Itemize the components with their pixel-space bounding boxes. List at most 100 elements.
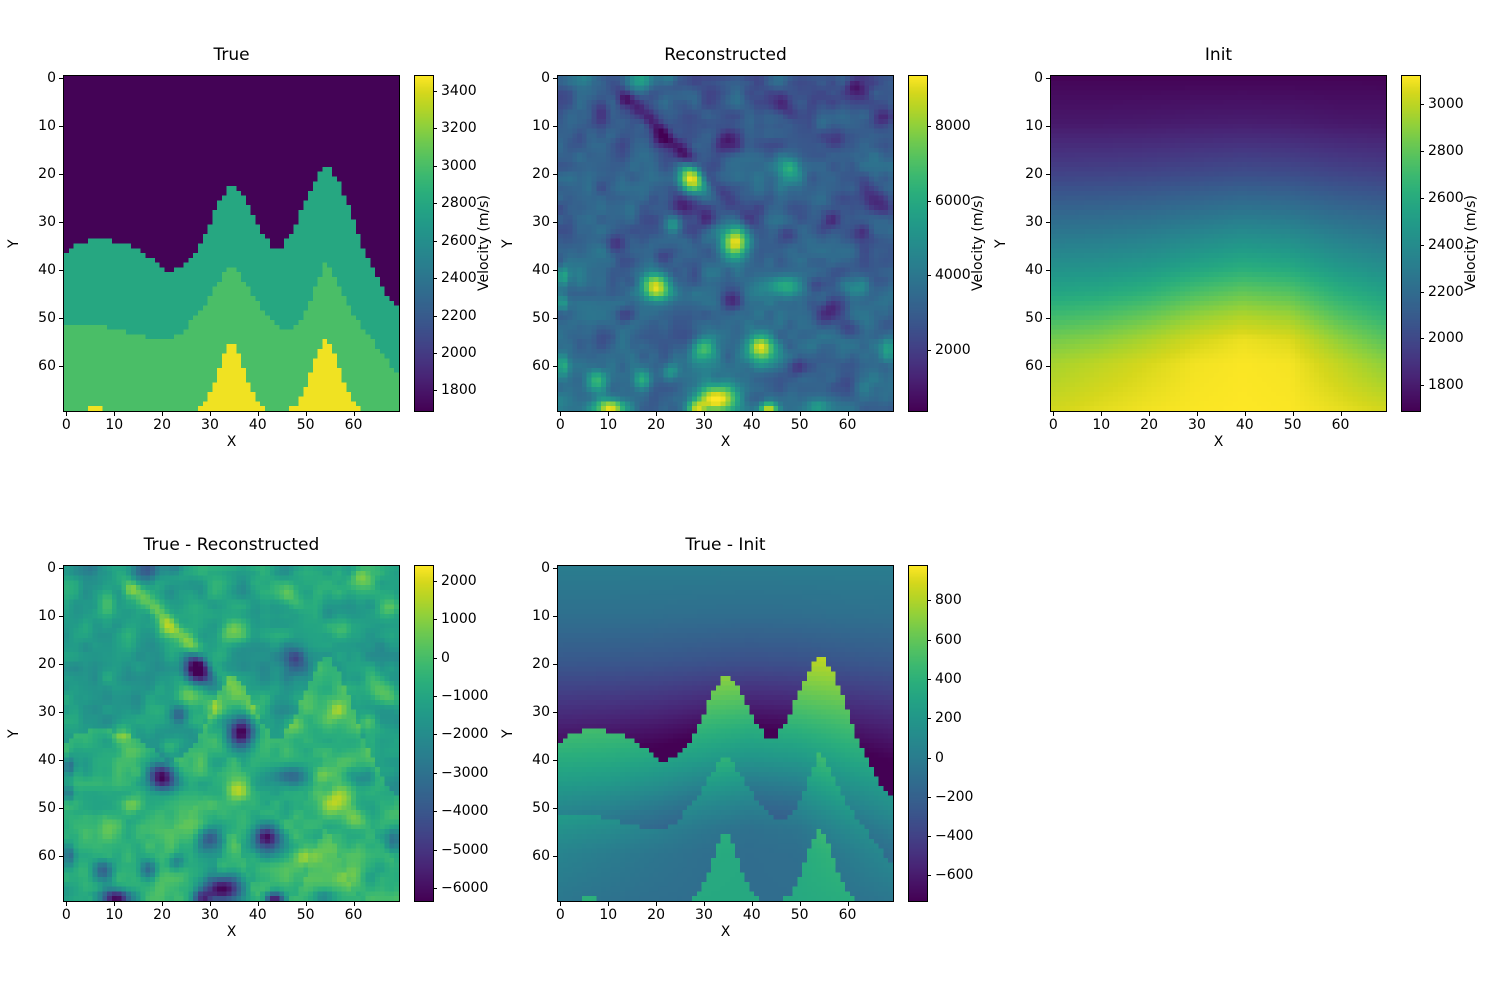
colorbar-tick-label: 400 <box>935 670 962 687</box>
colorbar-tick-mark <box>927 796 931 798</box>
y-tick-mark <box>59 317 63 319</box>
y-tick-label: 30 <box>38 213 56 230</box>
colorbar-tick-label: 2200 <box>441 307 477 324</box>
colorbar-tick-mark <box>433 315 437 317</box>
colorbar-tick-mark <box>433 203 437 205</box>
colorbar-label: Velocity (m/s) <box>970 195 986 292</box>
colorbar-gradient <box>414 565 434 902</box>
colorbar-tick-label: 2600 <box>1428 189 1464 206</box>
y-tick-label: 60 <box>1025 357 1043 374</box>
colorbar-tick-mark <box>1420 197 1424 199</box>
colorbar-gradient <box>414 75 434 412</box>
y-tick-mark <box>1046 78 1050 80</box>
colorbar-tick-label: 2200 <box>1428 283 1464 300</box>
y-tick-mark <box>553 174 557 176</box>
colorbar-tick-mark <box>433 390 437 392</box>
colorbar-tick-label: 2800 <box>441 195 477 212</box>
y-tick-mark <box>1046 317 1050 319</box>
y-tick-mark <box>1046 365 1050 367</box>
y-tick-mark <box>59 759 63 761</box>
x-tick-label: 0 <box>1048 417 1058 433</box>
y-tick-mark <box>553 807 557 809</box>
x-tick-label: 10 <box>105 907 124 923</box>
heatmap-reconstructed-canvas <box>557 75 894 412</box>
colorbar-tick-label: −5000 <box>441 841 489 858</box>
colorbar-tick-mark <box>433 811 437 813</box>
x-tick-label: 10 <box>105 417 124 433</box>
x-tick-label: 20 <box>647 907 665 923</box>
x-tick-label: 60 <box>344 417 363 433</box>
heatmap-true-minus-init-canvas <box>557 565 894 902</box>
x-axis-label: X <box>720 924 731 940</box>
y-tick-label: 10 <box>38 118 56 135</box>
x-tick-label: 50 <box>790 907 809 923</box>
y-tick-mark <box>553 664 557 666</box>
plot-title: Reconstructed <box>664 45 787 65</box>
colorbar-tick-label: 3400 <box>441 82 477 99</box>
plot-title: Init <box>1204 45 1233 65</box>
colorbar-tick-mark <box>927 757 931 759</box>
x-tick-mark <box>1149 412 1151 416</box>
x-tick-mark <box>560 902 562 906</box>
colorbar-tick-mark <box>433 849 437 851</box>
x-tick-mark <box>353 902 355 906</box>
x-tick-mark <box>1196 412 1198 416</box>
x-tick-label: 40 <box>248 907 267 923</box>
colorbar-tick-mark <box>433 352 437 354</box>
y-tick-label: 0 <box>47 560 56 577</box>
x-tick-label: 30 <box>1188 417 1206 433</box>
colorbar-tick-mark <box>433 240 437 242</box>
x-tick-mark <box>799 412 801 416</box>
x-tick-mark <box>114 902 116 906</box>
y-tick-label: 20 <box>1025 166 1043 183</box>
x-tick-mark <box>353 412 355 416</box>
colorbar-tick-label: 4000 <box>935 267 971 284</box>
colorbar-tick-mark <box>433 696 437 698</box>
x-axis-label: X <box>720 434 731 450</box>
colorbar-tick-mark <box>927 600 931 602</box>
colorbar-true-minus-init: 800 600 400 200 0 −200 −400 −600 <box>908 565 973 902</box>
x-tick-label: 30 <box>695 417 713 433</box>
x-tick-mark <box>162 412 164 416</box>
colorbar-tick-label: 0 <box>441 649 450 666</box>
colorbar-tick-label: −1000 <box>441 688 489 705</box>
y-tick-label: 30 <box>38 703 56 720</box>
heatmap-init-canvas <box>1050 75 1387 412</box>
y-tick-mark <box>59 126 63 128</box>
colorbar-tick-mark <box>1420 104 1424 106</box>
y-tick-mark <box>553 759 557 761</box>
y-tick-mark <box>59 616 63 618</box>
colorbar-tick-mark <box>433 619 437 621</box>
colorbar-tick-mark <box>927 275 931 277</box>
colorbar-tick-label: −200 <box>935 788 974 805</box>
x-tick-label: 50 <box>296 907 315 923</box>
colorbar-tick-mark <box>433 580 437 582</box>
colorbar-tick-label: −3000 <box>441 764 489 781</box>
y-tick-label: 40 <box>532 261 550 278</box>
x-tick-mark <box>608 902 610 906</box>
colorbar-tick-mark <box>1420 150 1424 152</box>
y-tick-label: 40 <box>38 261 56 278</box>
colorbar-tick-mark <box>1420 291 1424 293</box>
y-tick-label: 40 <box>532 751 550 768</box>
colorbar-tick-label: 8000 <box>935 118 971 135</box>
y-tick-mark <box>553 221 557 223</box>
colorbar-tick-label: −600 <box>935 867 974 884</box>
x-tick-mark <box>751 412 753 416</box>
colorbar-true-minus-reconstructed: 2000 1000 0 −1000 −2000 −3000 −4000 −5000 −6000 <box>414 565 488 902</box>
colorbar-tick-label: 1800 <box>441 382 477 399</box>
heatmap-true-canvas <box>63 75 400 412</box>
y-tick-label: 50 <box>38 799 56 816</box>
colorbar-gradient <box>1401 75 1421 412</box>
y-tick-label: 0 <box>1034 70 1043 87</box>
y-tick-label: 0 <box>541 560 550 577</box>
y-tick-label: 60 <box>38 357 56 374</box>
y-tick-label: 20 <box>38 166 56 183</box>
y-tick-mark <box>553 855 557 857</box>
x-tick-mark <box>656 902 658 906</box>
y-tick-mark <box>1046 269 1050 271</box>
colorbar-tick-label: 6000 <box>935 192 971 209</box>
x-tick-label: 10 <box>1092 417 1111 433</box>
y-tick-label: 40 <box>38 751 56 768</box>
colorbar-tick-label: 2600 <box>441 232 477 249</box>
